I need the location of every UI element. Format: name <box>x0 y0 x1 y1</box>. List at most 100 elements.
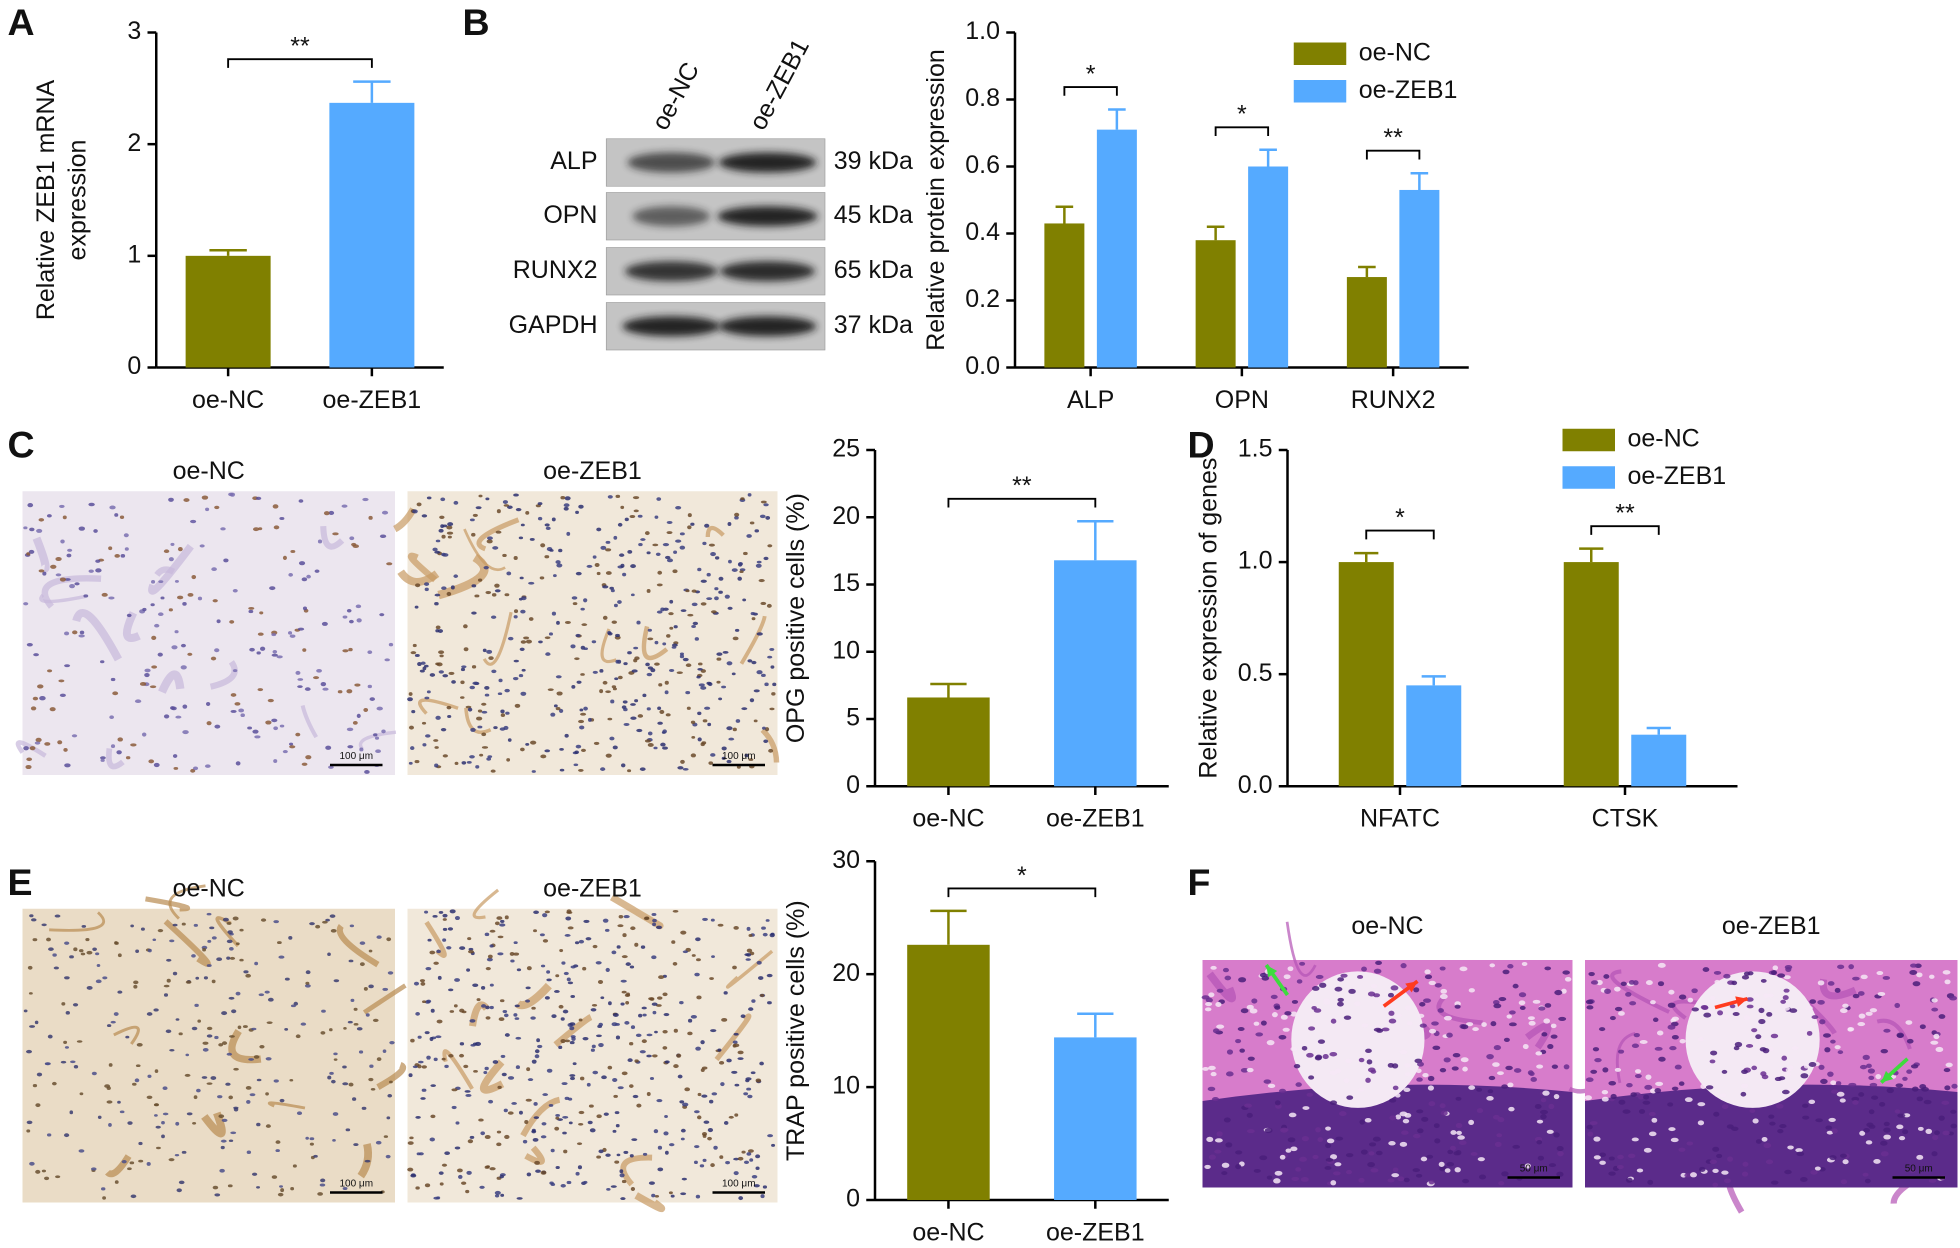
cell <box>1837 1050 1844 1055</box>
cell <box>348 647 353 652</box>
cell <box>1650 1000 1656 1005</box>
cell <box>694 637 699 641</box>
cell <box>426 496 432 500</box>
cell <box>254 735 261 739</box>
cell <box>1509 1010 1516 1015</box>
cell <box>35 1103 41 1108</box>
cell <box>469 518 475 522</box>
cell <box>328 765 334 769</box>
cell <box>580 712 587 716</box>
cell <box>446 705 452 710</box>
cell <box>376 935 382 939</box>
cell <box>1501 1171 1509 1177</box>
cell <box>485 967 491 971</box>
cell <box>454 761 459 766</box>
cell <box>592 944 598 949</box>
cell <box>550 1148 555 1153</box>
cell <box>1278 1034 1287 1040</box>
cell <box>525 510 530 515</box>
cell <box>1639 1040 1648 1044</box>
cell <box>1690 1172 1697 1178</box>
cell <box>496 1130 502 1134</box>
cell <box>430 1084 436 1087</box>
cell <box>636 1103 642 1108</box>
cell <box>113 1012 119 1017</box>
cell <box>1705 1085 1714 1090</box>
cell <box>644 739 651 743</box>
cell <box>1862 1172 1869 1177</box>
cell <box>368 949 373 953</box>
cell <box>29 1025 36 1028</box>
cell <box>709 1099 714 1104</box>
cell <box>28 992 33 995</box>
x-tick-label: oe-ZEB1 <box>323 386 422 414</box>
tissue-streak <box>358 730 397 751</box>
cell <box>245 1086 252 1090</box>
cell <box>83 594 89 598</box>
cell <box>349 536 355 541</box>
cell <box>272 504 279 509</box>
cell <box>1212 1028 1220 1034</box>
cell <box>704 706 711 710</box>
cell <box>486 757 492 761</box>
cell <box>1817 980 1825 986</box>
cell <box>232 916 239 921</box>
cell <box>565 916 572 921</box>
tissue-streak <box>1206 971 1236 1003</box>
cell <box>601 1075 607 1080</box>
cell <box>1622 1109 1631 1114</box>
cell <box>520 691 527 696</box>
cell <box>419 669 425 673</box>
cell <box>1852 1100 1859 1105</box>
cell <box>1345 1153 1354 1158</box>
cell <box>95 952 100 956</box>
cell <box>108 1122 112 1127</box>
cell <box>1599 1160 1606 1165</box>
cell <box>704 523 710 528</box>
cell <box>231 1009 237 1014</box>
cell <box>624 993 631 998</box>
cell <box>265 1092 269 1096</box>
cell <box>554 1126 560 1131</box>
cell <box>605 967 610 972</box>
cell <box>487 954 493 959</box>
cell <box>637 714 644 718</box>
cell <box>1883 1028 1891 1033</box>
cell <box>295 732 301 737</box>
cell <box>652 1010 657 1015</box>
cell <box>1740 1091 1747 1097</box>
cell <box>728 737 735 741</box>
cell <box>459 1053 465 1058</box>
legend-swatch <box>1562 428 1615 452</box>
cell <box>1204 1164 1211 1169</box>
cell <box>638 1013 643 1018</box>
blot-band <box>632 206 710 227</box>
cell <box>529 537 535 541</box>
cell <box>1404 1072 1412 1077</box>
cell <box>125 1035 130 1039</box>
cell <box>563 503 570 508</box>
cell <box>599 689 604 694</box>
cell <box>1263 1079 1272 1084</box>
cell <box>1267 1083 1276 1089</box>
cell <box>609 736 615 741</box>
cell <box>1538 1006 1546 1011</box>
cell <box>1836 1091 1845 1097</box>
cell <box>170 706 175 710</box>
cell <box>673 625 678 629</box>
error-bar <box>1206 225 1225 241</box>
cell <box>1548 1103 1555 1110</box>
micrograph-title: oe-ZEB1 <box>543 457 642 485</box>
cell <box>126 613 132 618</box>
cell <box>251 1172 258 1176</box>
cell <box>161 1120 165 1125</box>
cell <box>199 544 205 548</box>
cell <box>187 652 193 656</box>
cell <box>726 661 733 666</box>
cell <box>685 690 691 695</box>
cell <box>1253 1021 1260 1026</box>
cell <box>191 520 196 524</box>
cell <box>47 1034 53 1039</box>
cell <box>758 579 765 583</box>
legend-swatch <box>1293 42 1347 65</box>
